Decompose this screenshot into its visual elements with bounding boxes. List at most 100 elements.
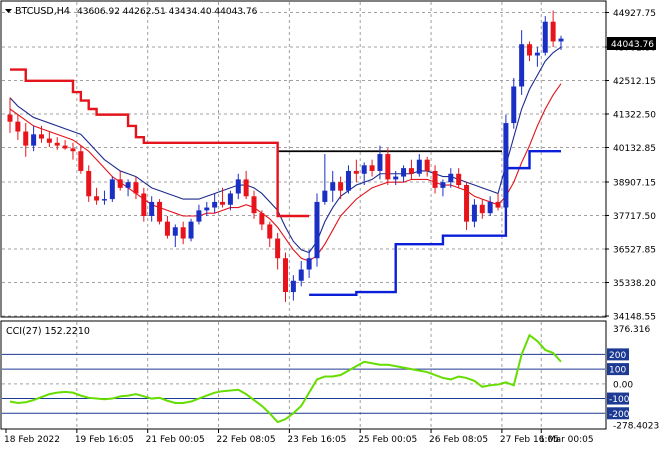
candle-body: [133, 182, 139, 194]
candle-body: [432, 170, 438, 188]
price-tick-label: 41322.50: [613, 110, 656, 120]
dropdown-triangle-icon[interactable]: [5, 9, 12, 13]
cci-tick-label: -278.4023: [613, 421, 659, 431]
chart-header: BTCUSD,H4 43606.92 44262.51 43434.40 440…: [5, 6, 258, 17]
indicator-lines: [9, 46, 562, 297]
price-axis: 44927.7543701.8042512.1541322.5040132.85…: [605, 9, 656, 323]
candle-body: [298, 269, 304, 281]
current-price-marker: [607, 37, 656, 50]
time-tick-label: 22 Feb 08:05: [217, 435, 276, 445]
candle-body: [511, 86, 517, 124]
price-tick-label: 36527.85: [613, 246, 656, 256]
price-tick-label: 44927.75: [613, 9, 656, 19]
candle-body: [361, 165, 367, 174]
candle-body: [424, 159, 430, 171]
candle-body: [275, 238, 281, 259]
main-panel: 44927.7543701.8042512.1541322.5040132.85…: [0, 0, 656, 323]
candle-body: [345, 170, 351, 191]
price-tick-label: 35338.20: [613, 279, 656, 289]
time-tick-label: 21 Feb 00:05: [146, 435, 205, 445]
cci-tick-label: -200: [609, 410, 630, 420]
time-tick-label: 1 Mar 00:05: [539, 435, 593, 445]
candle-body: [251, 196, 257, 214]
candle-body: [157, 201, 163, 222]
candle-body: [448, 173, 454, 183]
candle-body: [385, 154, 391, 180]
time-tick-label: 26 Feb 08:05: [429, 435, 488, 445]
cci-line: [9, 333, 562, 424]
slow_ma-line: [9, 83, 562, 262]
upper_channel-line: [10, 68, 310, 218]
cci-tick-label: 376.316: [613, 325, 650, 335]
price-tick-label: 42512.15: [613, 77, 656, 87]
candle-body: [259, 213, 265, 225]
candle-body: [188, 221, 194, 239]
candle-body: [503, 123, 509, 208]
price-tick-label: 38907.15: [613, 179, 656, 189]
candle-body: [401, 168, 407, 177]
candle-body: [542, 21, 548, 53]
candle-body: [464, 185, 470, 222]
candle-body: [15, 121, 21, 132]
cci-level-marker: [607, 363, 629, 376]
candle-body: [330, 182, 336, 191]
candle-body: [141, 193, 147, 216]
symbol-label: BTCUSD,H4: [15, 6, 70, 17]
candle-body: [456, 173, 462, 186]
candle-body: [164, 221, 170, 236]
candle-body: [220, 201, 226, 205]
candle-body: [519, 44, 525, 87]
candle-body: [550, 21, 556, 42]
candle-body: [322, 190, 328, 202]
candle-body: [23, 131, 29, 146]
candle-body: [495, 201, 501, 208]
cci-axis: 376.316 200 100 0.00 -100 -200-278.4023: [607, 325, 659, 431]
price-tick-label: 34148.55: [613, 313, 656, 323]
time-axis: 18 Feb 2022 19 Feb 16:05 21 Feb 00:05 22 Fe…: [4, 429, 594, 445]
candle-body: [314, 201, 320, 259]
candle-body: [416, 159, 422, 174]
time-tick-label: 23 Feb 16:05: [287, 435, 346, 445]
candle-body: [479, 204, 485, 214]
candle-body: [369, 165, 375, 171]
candle-body: [440, 182, 446, 188]
candle-body: [377, 154, 383, 171]
candle-body: [306, 258, 312, 270]
candle-body: [54, 142, 60, 146]
cci-tick-label: 0.00: [613, 380, 633, 390]
price-tick-label: 37717.50: [613, 212, 656, 222]
candle-body: [62, 145, 68, 149]
candle-body: [558, 38, 564, 42]
cci-series-line: [9, 333, 562, 424]
ohlc-readout: 43606.92 44262.51 43434.40 44043.76: [77, 7, 258, 17]
candle-body: [172, 227, 178, 236]
fast_ma-line: [9, 46, 562, 254]
candle-body: [267, 224, 273, 239]
price-tick-label: 40132.85: [613, 144, 656, 154]
candle-body: [338, 182, 344, 191]
cci-level-marker: [607, 348, 629, 361]
candle-body: [212, 201, 218, 208]
candle-body: [290, 280, 296, 293]
candle-body: [408, 168, 414, 174]
candle-body: [235, 179, 241, 194]
current-price-label: 44043.76: [611, 40, 654, 50]
cci-tick-label: 200: [609, 351, 626, 361]
candle-body: [227, 193, 233, 205]
time-tick-label: 19 Feb 16:05: [75, 435, 134, 445]
time-tick-label: 27 Feb 16:05: [500, 435, 559, 445]
candle-body: [353, 170, 359, 174]
candle-body: [7, 114, 13, 122]
candle-body: [86, 170, 92, 197]
candle-body: [117, 179, 123, 188]
candle-body: [471, 204, 477, 222]
cci-level-marker: [607, 407, 629, 420]
cci-tick-label: -100: [609, 395, 630, 405]
candle-body: [125, 182, 131, 188]
time-tick-label: 25 Feb 00:05: [358, 435, 417, 445]
candle-body: [204, 207, 210, 211]
candle-body: [109, 179, 115, 200]
candle-body: [70, 148, 76, 152]
candle-body: [243, 179, 249, 197]
